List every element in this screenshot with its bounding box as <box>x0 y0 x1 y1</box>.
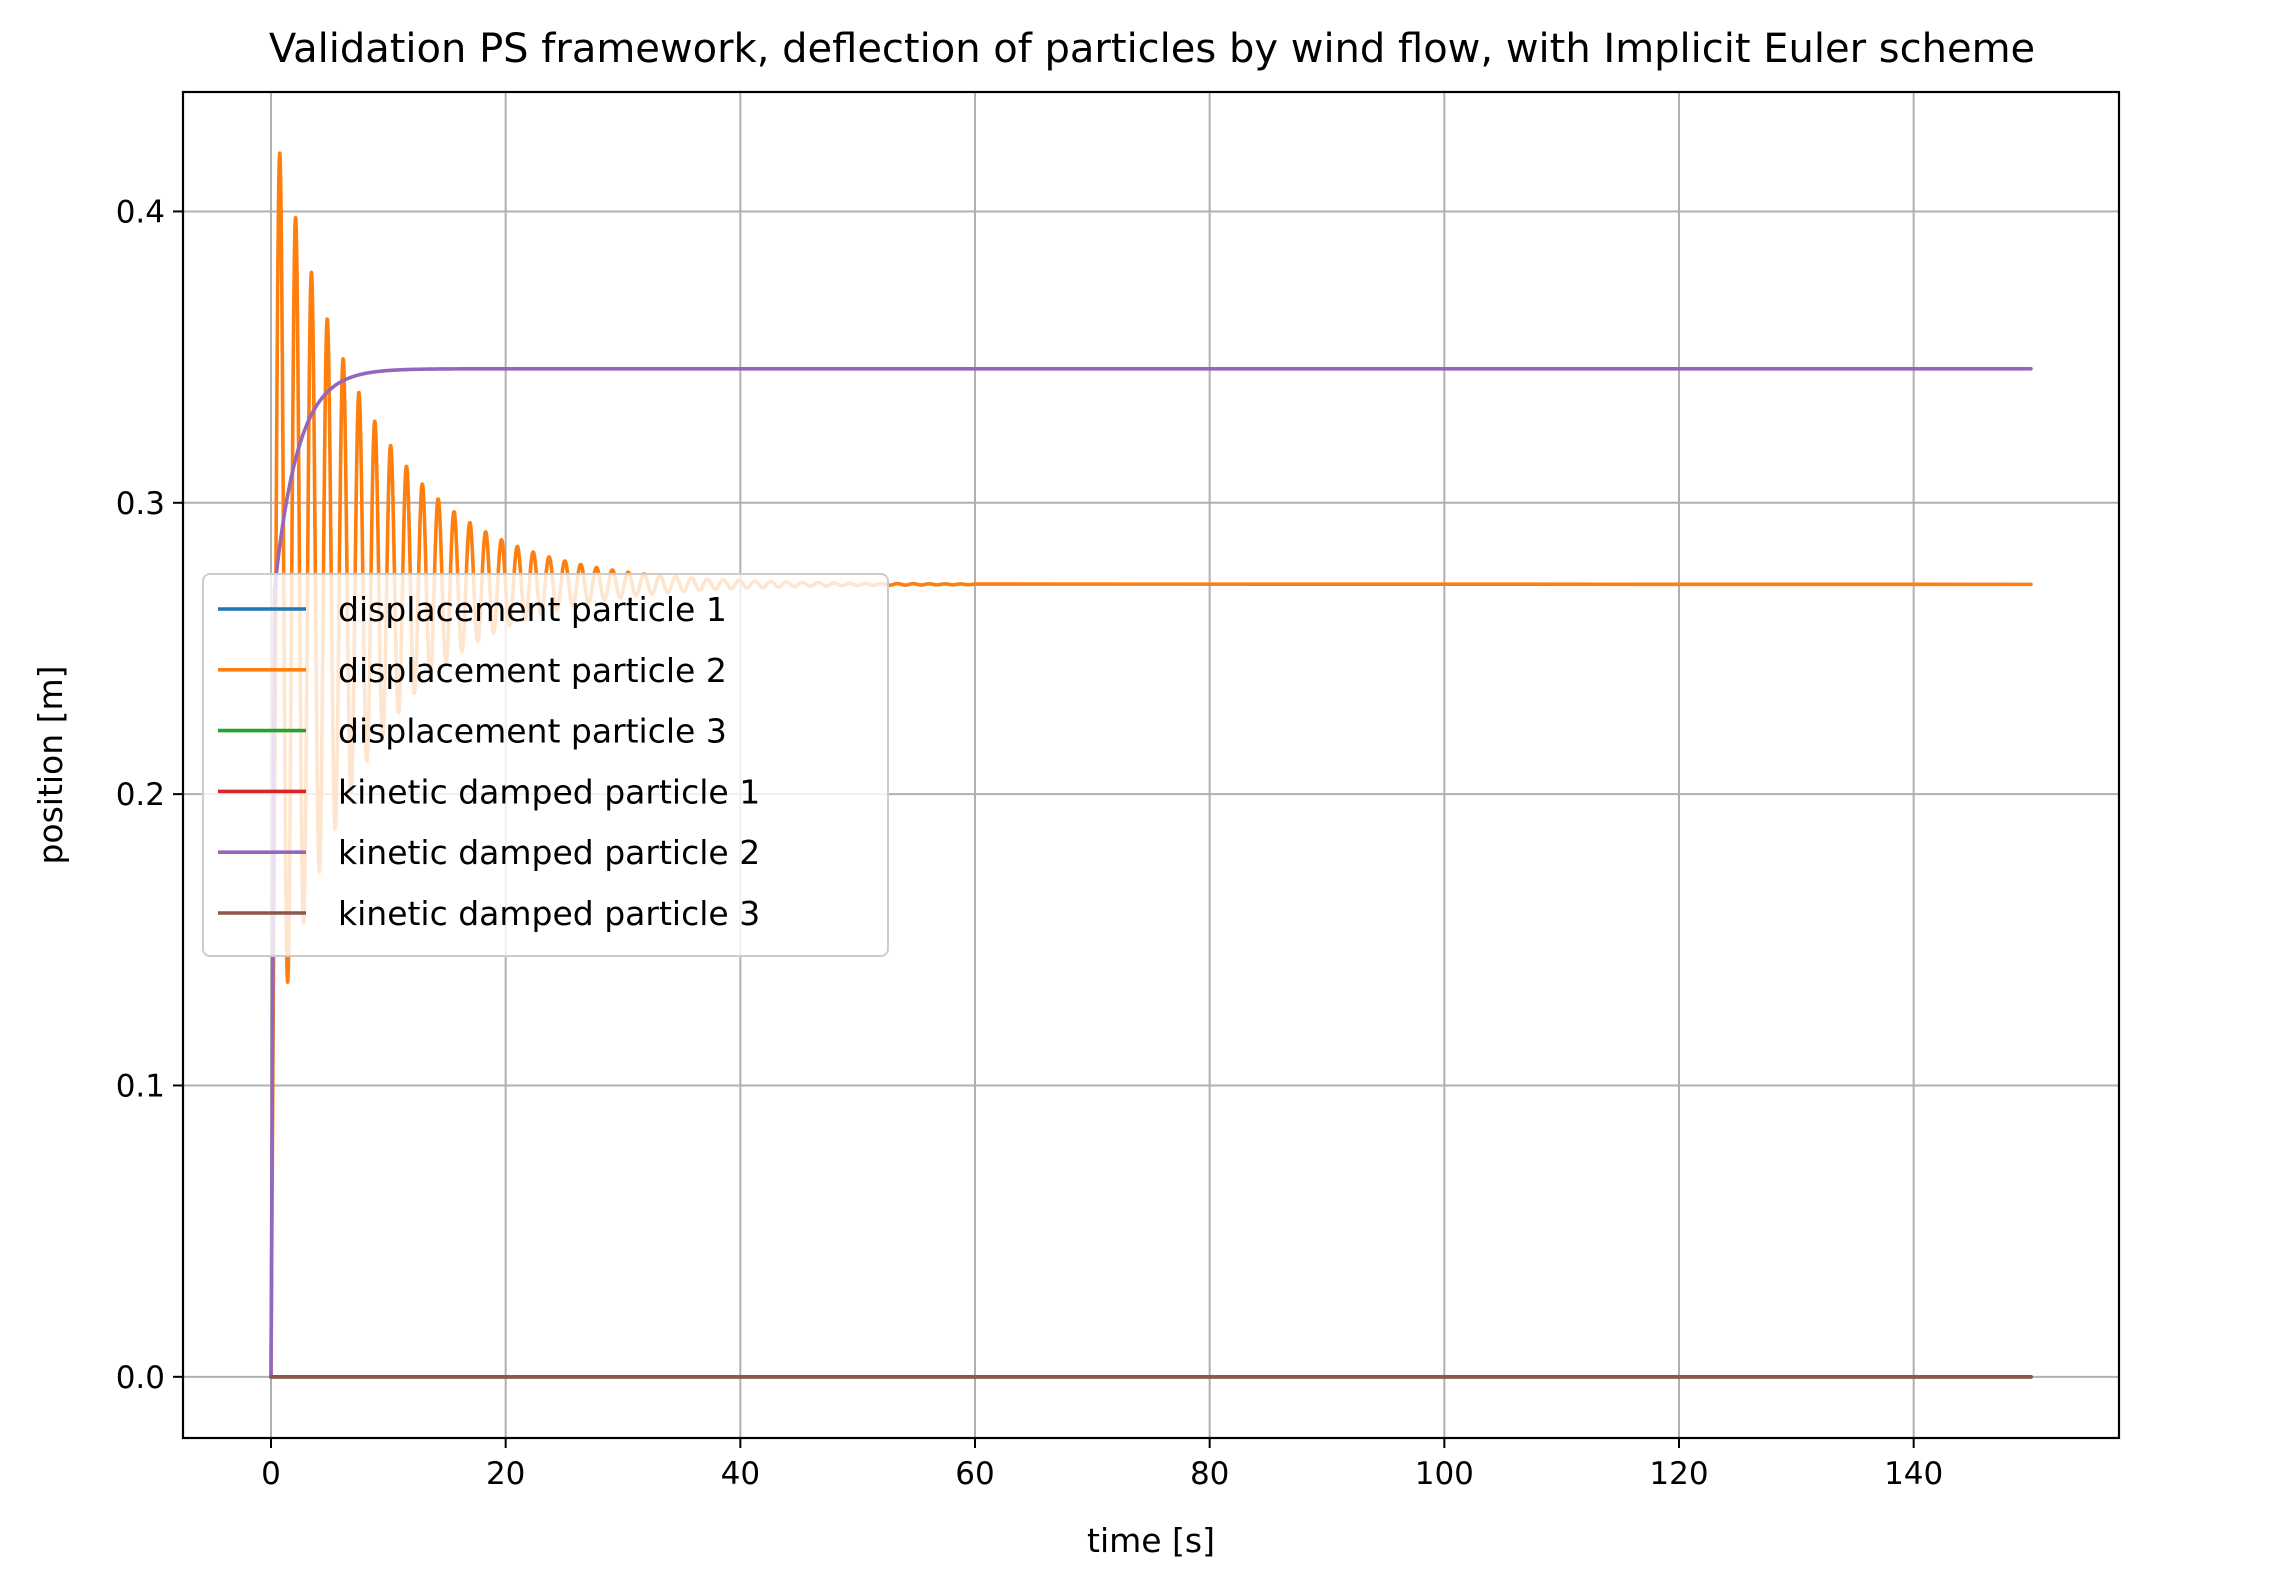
plot-frame <box>181 90 2121 1440</box>
legend-label-4: kinetic damped particle 1 <box>338 772 760 811</box>
y-tick-label: 0.4 <box>116 194 165 230</box>
y-tick-label: 0.2 <box>116 777 165 813</box>
legend-box <box>202 573 889 957</box>
y-tick-label: 0.0 <box>116 1360 165 1396</box>
x-tick-label: 60 <box>955 1456 994 1492</box>
x-tick-label: 20 <box>486 1456 525 1492</box>
x-tick-label: 40 <box>721 1456 760 1492</box>
chart-title: Validation PS framework, deflection of p… <box>269 26 2035 72</box>
y-axis-label: position [m] <box>31 665 70 864</box>
x-axis-label: time [s] <box>1087 1521 1215 1560</box>
series-line-5 <box>269 366 2033 1379</box>
x-tick-label: 100 <box>1415 1456 1474 1492</box>
legend: displacement particle 1 displacement part… <box>202 573 889 957</box>
x-tick-label: 80 <box>1190 1456 1229 1492</box>
x-tick-label: 120 <box>1649 1456 1708 1492</box>
x-tick-label: 140 <box>1884 1456 1943 1492</box>
y-tick-label: 0.1 <box>116 1068 165 1104</box>
legend-label-6: kinetic damped particle 3 <box>338 894 760 933</box>
legend-label-2: displacement particle 2 <box>338 651 727 690</box>
axis-ticks: 0 20 40 60 80 100 120 140 0.0 0.1 0.2 0.3 0.4 <box>116 194 1944 1492</box>
x-tick-label: 0 <box>261 1456 281 1492</box>
legend-label-5: kinetic damped particle 2 <box>338 833 760 872</box>
y-tick-label: 0.3 <box>116 486 165 522</box>
legend-label-1: displacement particle 1 <box>338 590 727 629</box>
legend-label-3: displacement particle 3 <box>338 712 727 751</box>
